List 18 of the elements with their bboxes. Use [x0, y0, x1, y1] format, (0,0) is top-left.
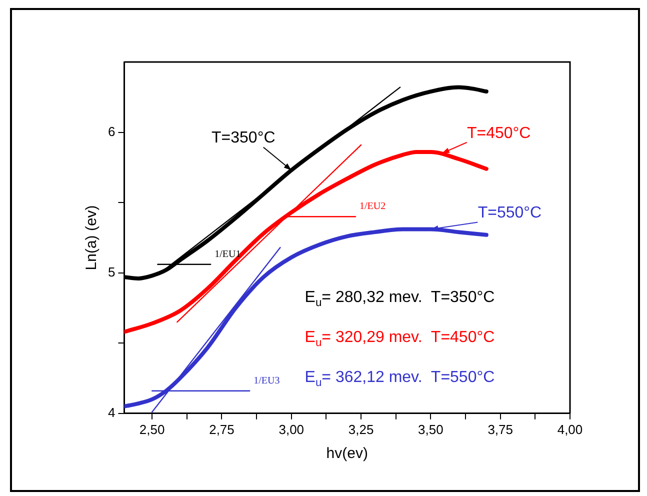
annotation: T=550°C	[478, 204, 542, 222]
x-tick-label: 4,00	[557, 422, 583, 437]
y-tick-label: 6	[108, 124, 116, 139]
x-tick-label: 2,50	[139, 422, 165, 437]
annotation: 1/EU2	[359, 201, 386, 212]
y-tick-label: 5	[108, 264, 116, 280]
y-tick-label: 4	[108, 404, 116, 420]
x-tick-label: 3,75	[488, 422, 514, 437]
x-axis-title: hv(ev)	[326, 445, 368, 462]
annotation: T=350°C	[212, 130, 276, 147]
x-tick-label: 2,75	[209, 422, 234, 437]
x-tick-label: 3,25	[348, 422, 374, 437]
annotation: T=450°C	[466, 124, 531, 142]
y-axis-title: Ln(a) (ev)	[83, 205, 100, 270]
x-tick-label: 3,50	[418, 422, 444, 437]
annotation: 1/EU1	[214, 249, 241, 260]
x-tick-label: 3,00	[278, 422, 304, 437]
annotation: 1/EU3	[254, 376, 280, 387]
